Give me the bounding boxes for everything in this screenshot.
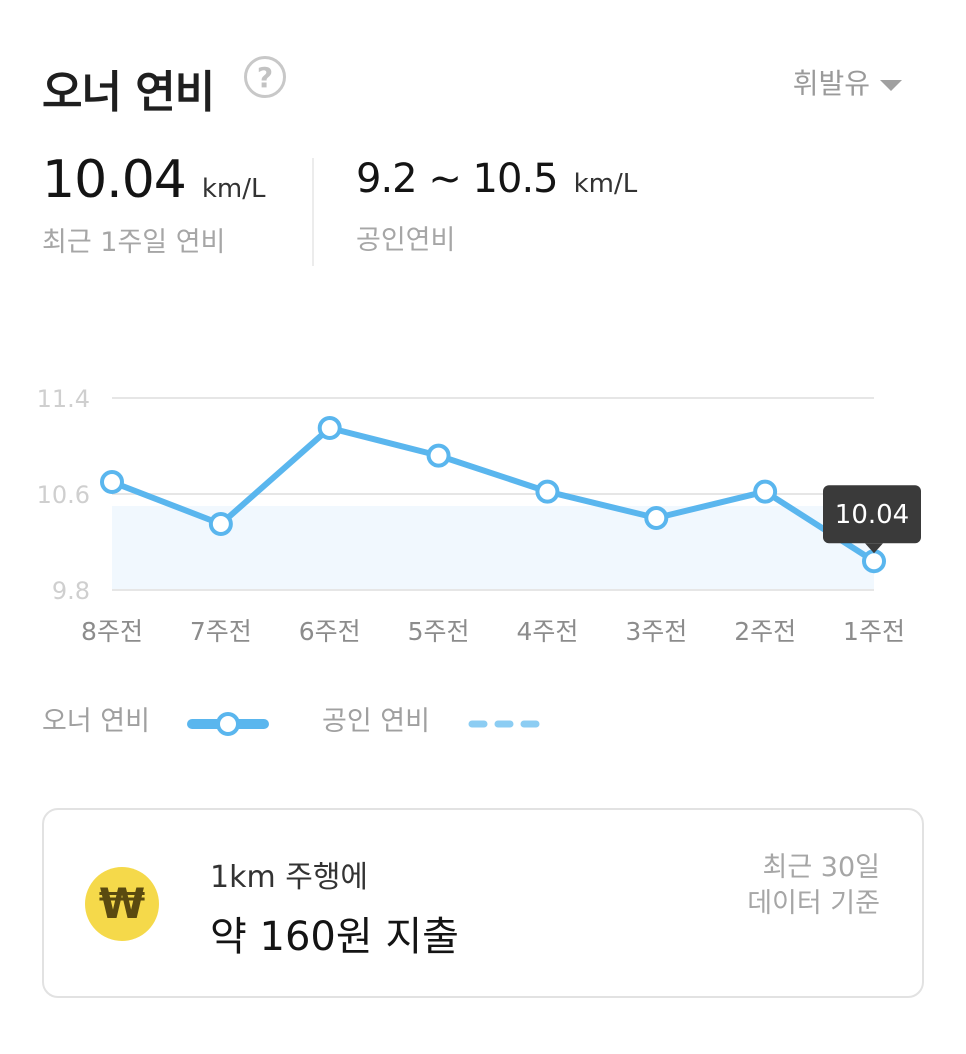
tooltip: 10.04 [823,485,921,554]
x-tick-label: 8주전 [81,617,143,646]
data-point[interactable] [862,549,886,574]
x-tick-label: 2주전 [734,617,796,646]
fuel-type-dropdown[interactable]: 휘발유 [793,62,902,102]
x-tick-label: 7주전 [190,617,252,646]
recent-efficiency-value: 10.04 [42,150,187,210]
tooltip-box [823,485,921,544]
cost-value: 약 160원 지출 [210,914,459,960]
official-range-band [112,506,874,590]
official-efficiency: 9.2 ~ 10.5 km/L 공인연비 [356,156,637,257]
data-point[interactable] [753,479,778,504]
x-tick-label: 6주전 [299,617,361,646]
owner-efficiency-line [109,425,877,565]
x-tick-label: 5주전 [408,617,470,646]
efficiency-line-chart: 11.4 10.6 9.8 8주전 7주전 6주전 5주전 4주전 3주전 2주전 1주전 10.… [37,385,921,646]
legend-official-label: 공인 연비 [322,706,430,737]
cost-caption: 1km 주행에 [210,860,369,895]
official-efficiency-value: 9.2 ~ 10.5 [356,156,559,202]
data-point[interactable] [426,443,451,468]
stats-divider [312,158,314,266]
efficiency-stats: 10.04 km/L 최근 1주일 연비 9.2 ~ 10.5 km/L 공인연비 [42,150,922,270]
data-point[interactable] [317,416,342,440]
header: 오너 연비 ? 휘발유 [42,52,902,118]
x-tick-label: 4주전 [516,617,578,646]
help-icon[interactable]: ? [244,56,286,98]
official-efficiency-unit: km/L [573,169,638,199]
data-points [100,416,886,574]
caret-down-icon [880,79,902,91]
data-basis-line1: 최근 30일 [762,852,880,883]
won-symbol: ₩ [99,879,145,928]
y-tick-label: 11.4 [37,385,90,413]
data-point[interactable] [208,512,233,536]
recent-efficiency: 10.04 km/L 최근 1주일 연비 [42,150,266,259]
x-axis-ticks: 8주전 7주전 6주전 5주전 4주전 3주전 2주전 1주전 [81,617,905,646]
y-tick-label: 10.6 [37,481,90,509]
tooltip-arrow [865,543,883,554]
chart-legend: 오너 연비 공인 연비 [42,706,546,737]
data-point[interactable] [100,470,124,494]
x-tick-label: 1주전 [843,617,905,646]
legend-owner-marker-icon [216,712,240,736]
x-tick-label: 3주전 [625,617,687,646]
y-axis-ticks: 11.4 10.6 9.8 [37,385,90,605]
data-point[interactable] [644,506,669,530]
y-tick-label: 9.8 [52,577,90,605]
cost-per-km-card[interactable]: ₩ 1km 주행에 약 160원 지출 최근 30일 데이터 기준 [42,808,924,998]
coin-circle [85,867,159,941]
won-coin-icon: ₩ [85,867,159,941]
fuel-type-label: 휘발유 [792,67,870,100]
official-efficiency-caption: 공인연비 [356,225,456,256]
recent-efficiency-caption: 최근 1주일 연비 [42,227,226,258]
data-basis-note: 최근 30일 데이터 기준 [747,850,880,922]
recent-efficiency-unit: km/L [201,174,266,204]
tooltip-value: 10.04 [835,500,909,530]
legend-owner-label: 오너 연비 [42,706,150,737]
data-point[interactable] [535,479,560,504]
data-basis-line2: 데이터 기준 [747,888,880,919]
page-title: 오너 연비 [42,67,215,118]
